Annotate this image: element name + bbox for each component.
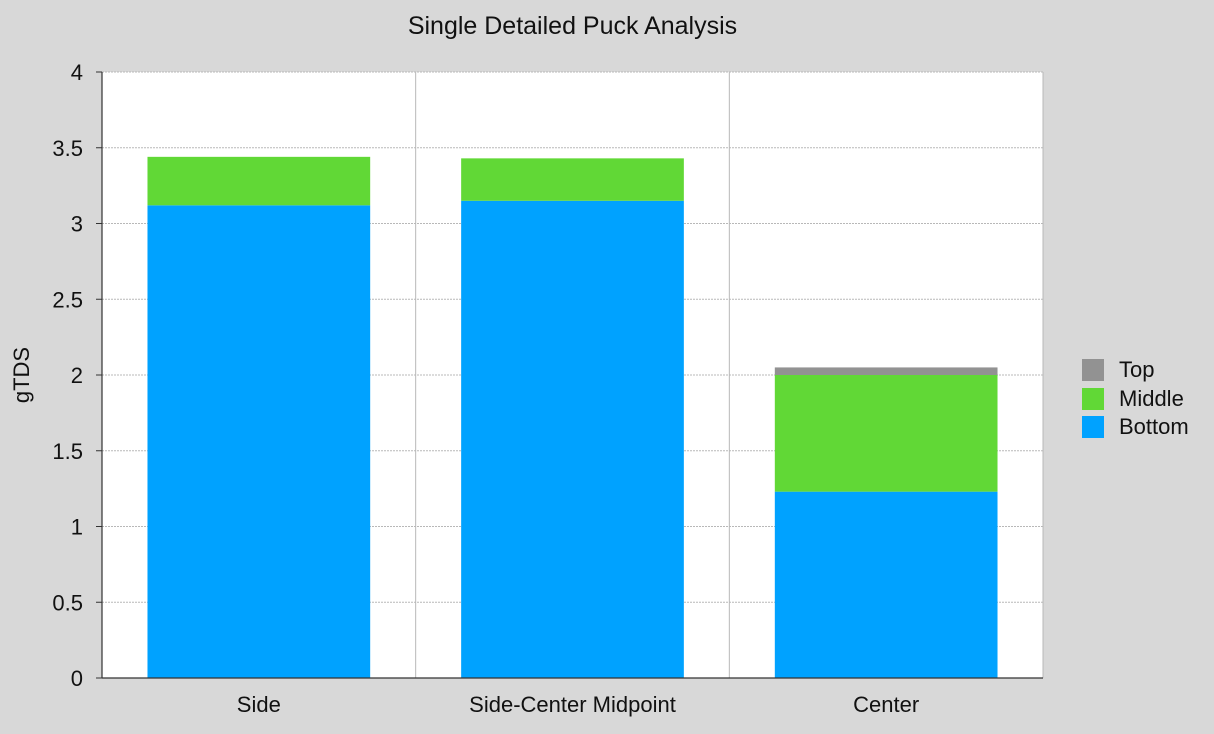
x-tick-label: Center xyxy=(853,692,919,717)
y-tick-label: 2.5 xyxy=(52,287,83,312)
legend-label: Bottom xyxy=(1119,414,1189,440)
y-tick-label: 0.5 xyxy=(52,590,83,615)
bar-bottom-side xyxy=(147,205,371,678)
bar-bottom-center xyxy=(774,491,998,678)
chart-title: Single Detailed Puck Analysis xyxy=(407,12,738,40)
legend-item-bottom: Bottom xyxy=(1082,413,1189,442)
legend-label: Top xyxy=(1119,357,1155,383)
legend-swatch xyxy=(1082,416,1104,439)
legend-item-top: Top xyxy=(1082,356,1189,385)
bar-middle-center xyxy=(774,375,998,492)
legend-item-middle: Middle xyxy=(1082,385,1189,414)
legend-swatch xyxy=(1082,359,1104,382)
y-tick-label: 2 xyxy=(71,363,83,388)
bar-top-center xyxy=(774,367,998,375)
x-tick-label: Side-Center Midpoint xyxy=(469,692,676,717)
bar-middle-side-center-midpoint xyxy=(461,158,684,201)
axis-layer: 0 0.5 1 1.5 2 2.5 3 3.5 4 Side Side-Center Midpoin… xyxy=(52,60,1043,717)
bar-middle-side xyxy=(147,156,371,206)
y-tick-label: 3 xyxy=(71,212,83,237)
legend-label: Middle xyxy=(1119,385,1184,411)
y-tick-label: 1.5 xyxy=(52,439,83,464)
bar-bottom-side-center-midpoint xyxy=(461,200,684,678)
y-axis-title: gTDS xyxy=(9,347,34,403)
x-tick-label: Side xyxy=(237,692,281,717)
legend-swatch xyxy=(1082,387,1104,410)
y-tick-label: 4 xyxy=(71,60,83,85)
y-tick-label: 3.5 xyxy=(52,136,83,161)
legend: Top Middle Bottom xyxy=(1082,356,1189,442)
y-tick-label: 0 xyxy=(71,666,83,691)
y-tick-label: 1 xyxy=(71,515,83,540)
bar-layer xyxy=(147,156,998,678)
